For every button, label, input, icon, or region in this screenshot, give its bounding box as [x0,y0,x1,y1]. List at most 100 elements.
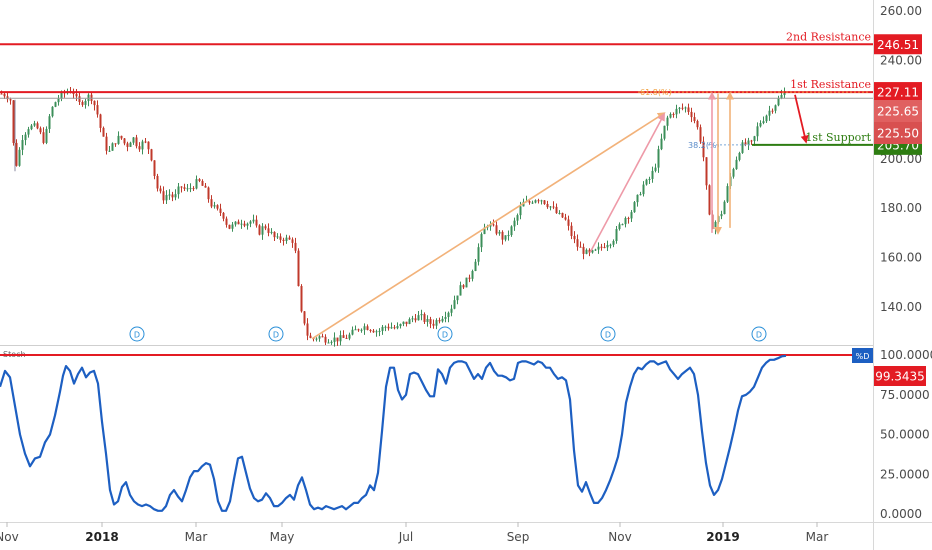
candle-body [213,205,216,207]
candle-body [36,123,39,129]
candle-body [552,206,555,208]
candle-body [705,157,708,186]
candle-body [12,100,15,143]
candle-body [453,300,456,309]
candle-body [234,221,237,225]
candle-body [9,99,12,101]
candle-body [531,202,534,204]
candle-body [348,334,351,339]
candle-body [156,175,159,189]
candle-body [105,136,108,151]
candle-body [720,214,723,217]
candle-body [21,140,24,150]
candle-body [510,226,513,236]
dividend-marker [268,326,284,342]
candle-body [417,315,420,321]
price-panel: 2nd Resistance 1st Resistance 1st Support 3… [0,30,873,347]
last-value-tag-text: 99.3435 [875,370,925,384]
candle-body [126,143,129,147]
candle-body [654,167,657,171]
candle-body [39,128,42,133]
candle-body [684,107,687,109]
candle-body [624,217,627,225]
candle-body [498,231,501,234]
candle-body [339,335,342,342]
candle-body [630,212,633,219]
candle-body [330,341,333,343]
candle-body [198,179,201,182]
level-price-tag [874,82,922,103]
candle-body [495,225,498,234]
candle-body [771,110,774,112]
candle-body [219,208,222,213]
candle-body [492,224,495,226]
candle-body [636,194,639,203]
candle-body [309,335,312,338]
series-name-tag [852,348,873,363]
candle-body [93,100,96,106]
candle-body [459,285,462,296]
candle-body [255,219,258,226]
candle-body [699,127,702,142]
candle-body [108,150,111,152]
candle-body [96,105,99,115]
candle-body [480,234,483,248]
candle-body [534,200,537,203]
candle-body [246,223,249,226]
candle-body [192,188,195,190]
candle-body [60,92,63,99]
candle-body [147,141,150,150]
candle-body [441,318,444,322]
candle-body [204,185,207,188]
candle-body [558,212,561,214]
candle-body [129,142,132,147]
time-tick-label: Jul [398,530,413,544]
candle-body [384,326,387,328]
candle-body [603,247,606,249]
candle-body [723,201,726,215]
candle-body [300,286,303,312]
candle-body [408,319,411,325]
candle-body [756,126,759,137]
candle-body [732,169,735,177]
candle-body [696,120,699,128]
dividend-marker [129,326,145,342]
level-price-tag [874,34,922,55]
candle-body [378,330,381,332]
candle-body [342,335,345,338]
candle-body [15,142,18,166]
candle-body [231,224,234,229]
candle-body [288,237,291,240]
candle-body [549,206,552,208]
candle-body [576,239,579,247]
candle-body [237,221,240,225]
candle-body [120,135,123,139]
fib-label: 38.2(%) [688,141,720,150]
candle-body [168,194,171,196]
candle-body [402,321,405,325]
candle-body [750,140,753,142]
candle-body [261,226,264,235]
candle-body [42,132,45,143]
candle-body [540,200,543,202]
candle-body [735,159,738,170]
candle-body [75,94,78,97]
candle-body [777,98,780,106]
candle-body [726,186,729,202]
candle-body [171,194,174,198]
candle-body [681,107,684,109]
candle-body [153,160,156,176]
candle-body [372,330,375,333]
candle-body [45,128,48,143]
candle-body [513,220,516,227]
candle-body [132,137,135,143]
candle-body [744,142,747,145]
candle-body [24,134,27,141]
candle-body [582,246,585,254]
candle-body [336,337,339,342]
candle-body [138,146,141,150]
candle-body [387,326,390,329]
candle-body [507,235,510,237]
candle-body [447,312,450,318]
time-tick-label: Mar [806,530,829,544]
